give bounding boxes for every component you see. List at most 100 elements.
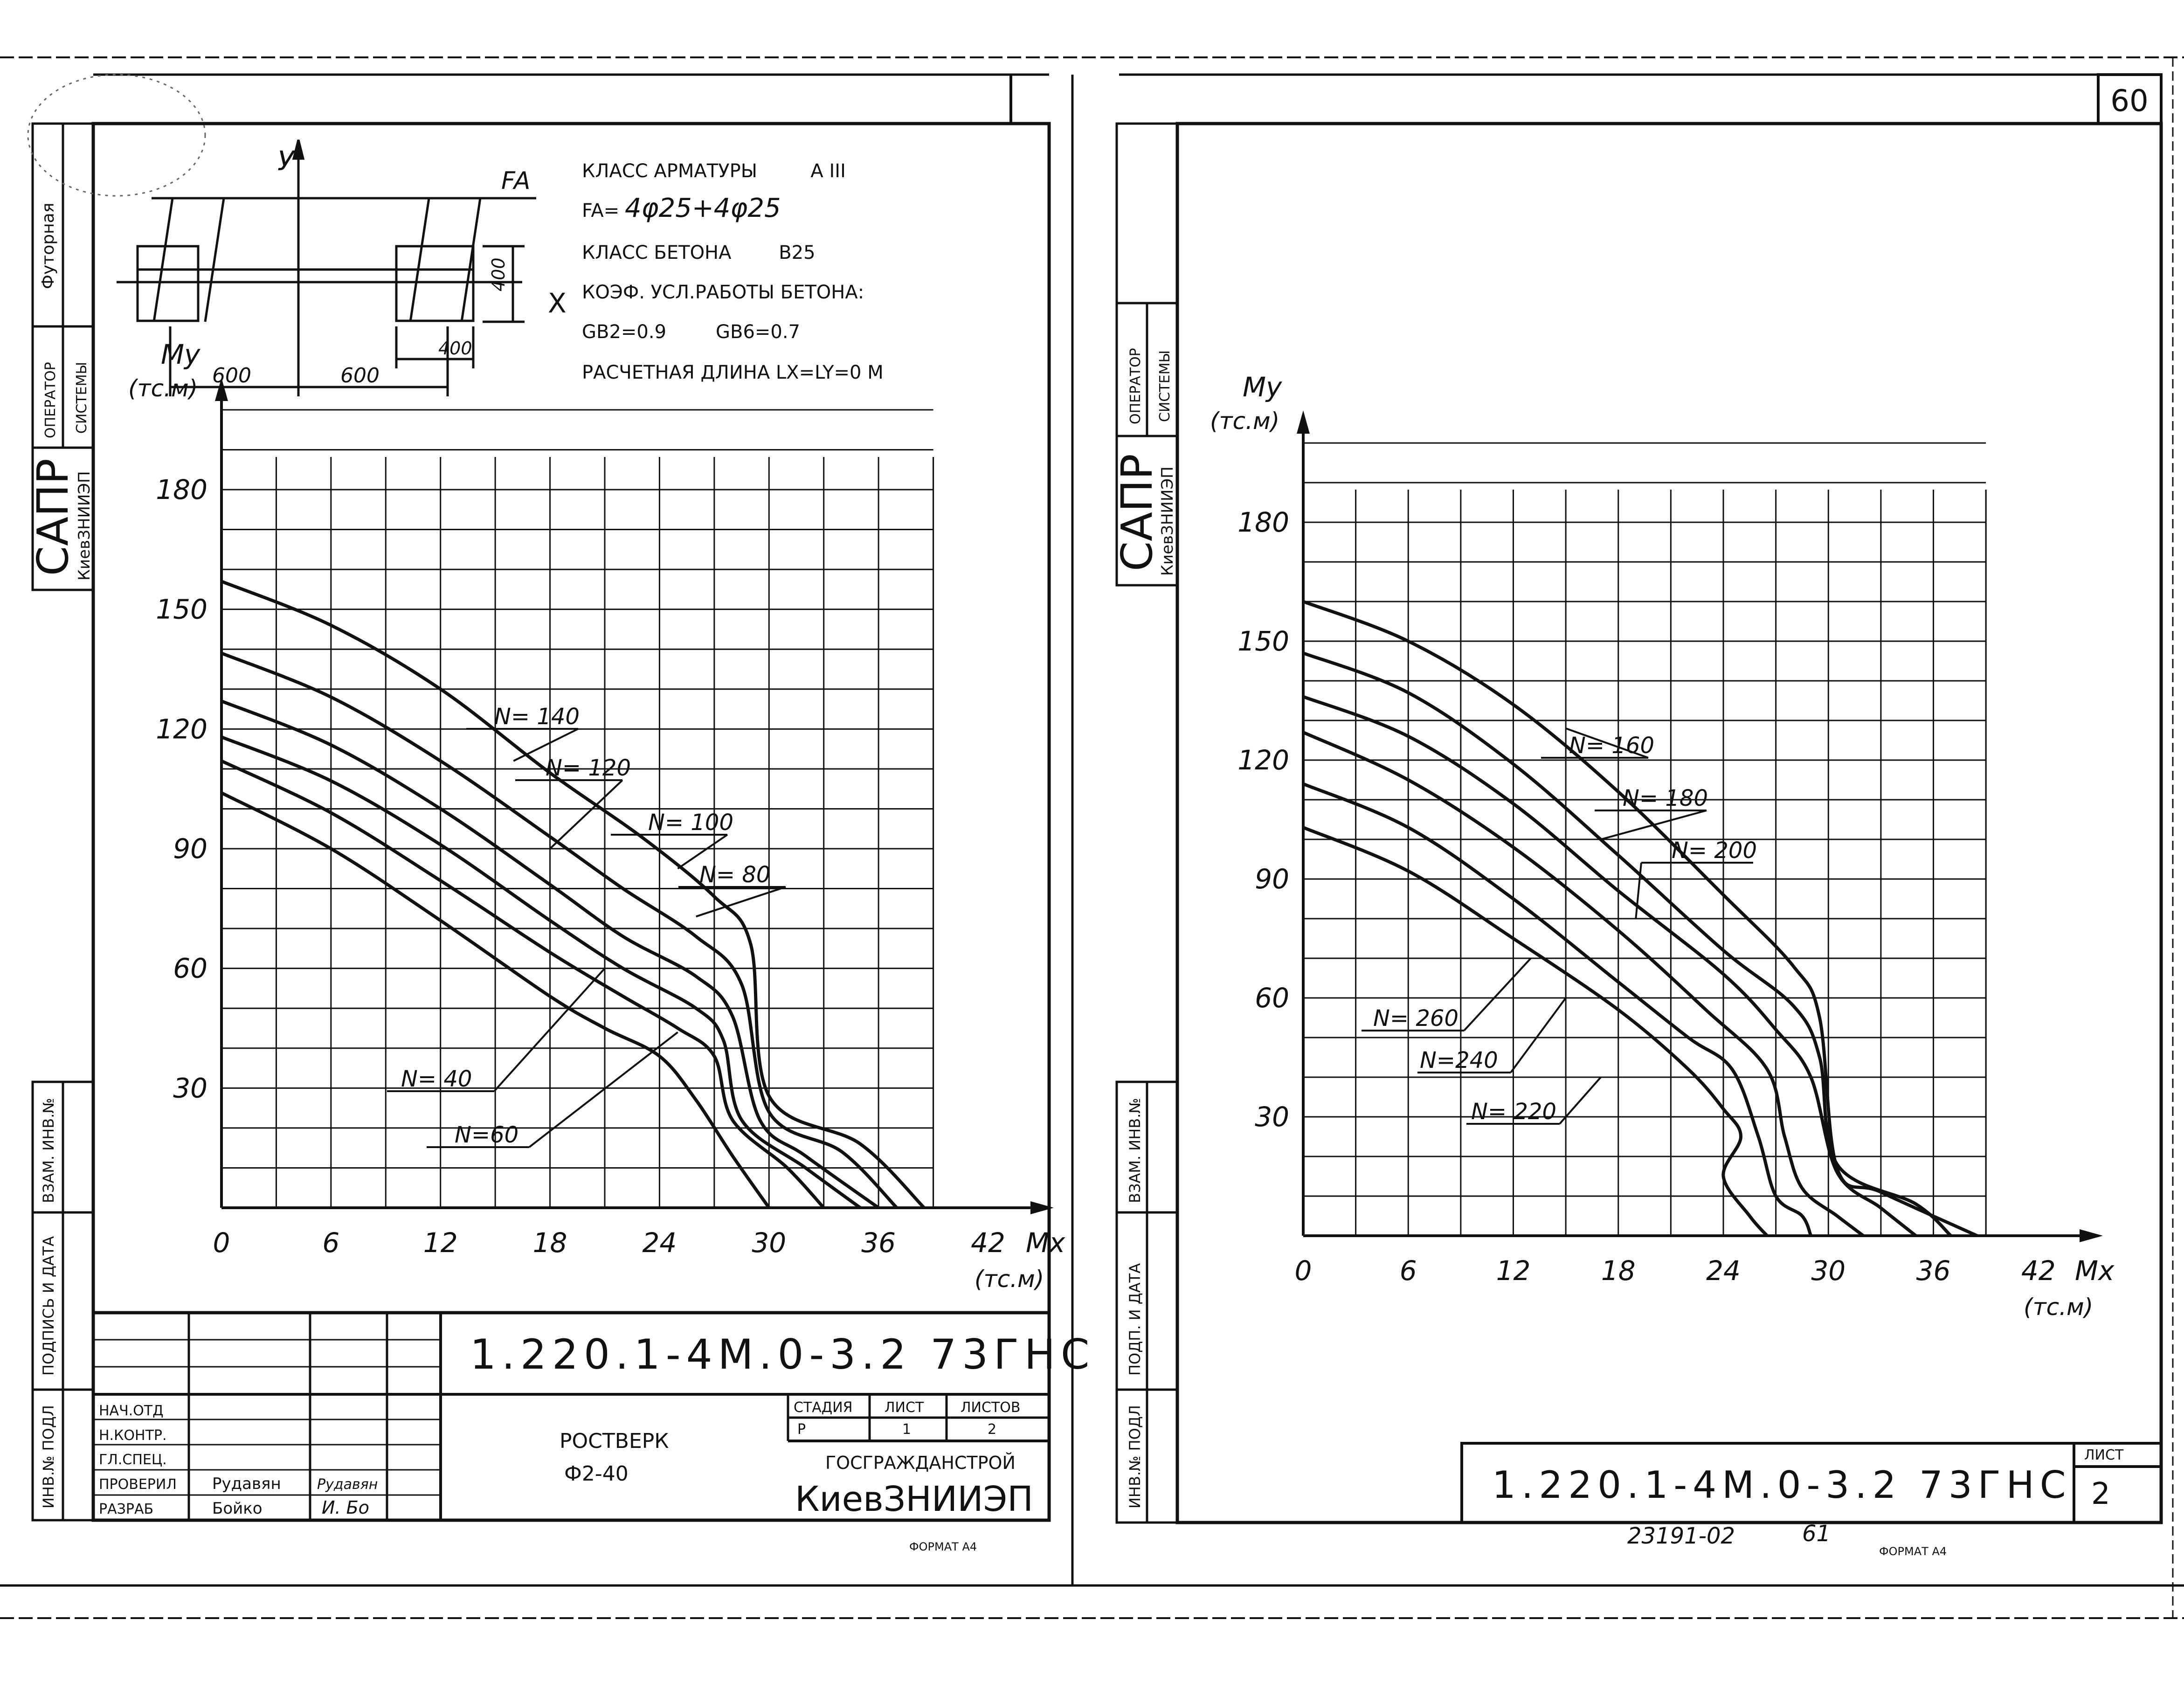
y-tick-label: 180 (156, 474, 207, 505)
y-tick-label: 90 (173, 833, 207, 865)
y-tick-label: 90 (1255, 863, 1289, 895)
x-tick-label: 36 (861, 1227, 896, 1259)
series-line (221, 759, 825, 1209)
x-tick-label: 0 (213, 1227, 230, 1259)
sheet-header: ЛИСТ (885, 1399, 924, 1416)
series-line (221, 651, 898, 1209)
chart-left: 0 6 12 18 24 30 36 42 30 60 90 120 150 180 Мy (тс.м) Мx (… (128, 339, 1065, 1293)
specs-line-5a: GB2=0.9 (582, 321, 666, 343)
x-tick-label: 0 (1295, 1255, 1312, 1287)
object-name-2: Ф2-40 (564, 1462, 629, 1486)
y-tick-label: 150 (1237, 625, 1289, 657)
series-line (1302, 731, 1865, 1237)
chart-grid (1303, 442, 1987, 1236)
stamp-col-replace: ВЗАМ. ИНВ.№ (40, 1098, 57, 1203)
series-label: N=240 (1420, 1047, 1498, 1073)
series-label: N= 160 (1569, 733, 1654, 759)
section-sketch (117, 139, 536, 396)
x-tick-label: 18 (1601, 1255, 1636, 1287)
chart-right: 0 6 12 18 24 30 36 42 30 60 90 120 150 180 Мy (тс.м) Мx (… (1210, 371, 2115, 1321)
role-developed: РАЗРАБ (99, 1501, 153, 1517)
developed-by-name: Бойко (212, 1499, 263, 1518)
y-tick-label: 180 (1237, 506, 1289, 538)
right-sheet-value: 2 (2091, 1477, 2110, 1511)
series-label: N= 200 (1672, 838, 1757, 864)
y-axis-label: Мy (1243, 371, 1282, 403)
x-axis-unit: (тс.м) (2024, 1294, 2093, 1321)
stamp-col-sign: ПОДПИСЬ И ДАТА (40, 1236, 57, 1376)
x-tick-label: 6 (322, 1227, 339, 1259)
x-axis-arrow (2080, 1229, 2103, 1242)
stamp-lining: Футорная (39, 203, 58, 289)
archive-number: 23191-02 (1627, 1523, 1735, 1549)
specs-line-2-prefix: FA= (582, 200, 619, 222)
y-tick-label: 150 (156, 594, 207, 625)
series-leader-line (677, 834, 728, 870)
right-title-block (1460, 1442, 2163, 1524)
series-line (221, 735, 862, 1209)
section-dim-right: 600 (340, 364, 380, 388)
series-line (1302, 782, 1813, 1237)
specs-line-1: КЛАСС АРМАТУРЫ А III (582, 160, 846, 182)
series-line (1302, 651, 1952, 1237)
x-axis-label: Мx (1026, 1227, 1065, 1259)
x-tick-label: 18 (533, 1227, 567, 1259)
series-leader-line (528, 1031, 678, 1148)
x-tick-label: 12 (423, 1227, 458, 1259)
org-line-2: КиевЗНИИЭП (795, 1479, 1033, 1519)
stamp-col-inv: ИНВ.№ ПОДЛ (40, 1405, 57, 1509)
series-leader-line (513, 728, 579, 762)
format-label-left: ФОРМАТ А4 (909, 1540, 977, 1553)
x-tick-label: 42 (2021, 1255, 2056, 1287)
y-axis-label: Мy (161, 339, 200, 370)
x-tick-label: 30 (752, 1227, 786, 1259)
y-tick-label: 30 (1255, 1101, 1289, 1133)
x-axis-unit: (тс.м) (975, 1266, 1044, 1293)
x-tick-label: 12 (1496, 1255, 1531, 1287)
specs-line-6: РАСЧЕТНАЯ ДЛИНА LX=LY=0 M (582, 362, 884, 383)
right-stamp-col-sign: ПОДП. И ДАТА (1126, 1263, 1144, 1376)
role-head: НАЧ.ОТД (99, 1403, 164, 1419)
stamp-operator-2: СИСТЕМЫ (74, 362, 90, 434)
series-leader-line (1600, 810, 1707, 840)
series-line (1302, 695, 1917, 1237)
role-norm: Н.КОНТР. (99, 1427, 167, 1444)
specs-block: КЛАСС АРМАТУРЫ А III FA= 4φ25+4φ25 КЛАСС… (582, 160, 884, 383)
right-stamp-col-replace: ВЗАМ. ИНВ.№ (1126, 1098, 1144, 1203)
y-axis-unit: (тс.м) (128, 375, 198, 402)
series-line (221, 580, 926, 1209)
series-label: N= 120 (546, 755, 631, 781)
sheet-value: 1 (902, 1421, 911, 1438)
series-label: N= 260 (1373, 1005, 1458, 1031)
right-stamp-operator-2: СИСТЕМЫ (1157, 350, 1173, 422)
right-title-code: 1.220.1-4М.0-3.2 73ГНС (1492, 1463, 2072, 1507)
role-chief: ГЛ.СПЕЦ. (99, 1452, 167, 1468)
x-tick-label: 30 (1811, 1255, 1845, 1287)
checked-by-signature: Рудавян (317, 1476, 378, 1493)
section-dim-height: 400 (488, 257, 509, 291)
series-label: N= 40 (401, 1066, 472, 1092)
title-block (91, 1311, 1051, 1522)
series-leader-line (1510, 997, 1567, 1073)
right-stamp-col-inv: ИНВ.№ ПОДЛ (1126, 1405, 1144, 1509)
x-tick-label: 24 (1706, 1255, 1741, 1287)
series-leader-line (549, 779, 623, 850)
stamp-operator-1: ОПЕРАТОР (42, 362, 59, 438)
y-axis-unit: (тс.м) (1210, 408, 1279, 435)
specs-line-5b: GB6=0.7 (716, 321, 800, 343)
section-dim-left: 600 (212, 364, 251, 388)
y-tick-label: 120 (1237, 744, 1289, 776)
x-tick-label: 42 (971, 1227, 1005, 1259)
role-checked: ПРОВЕРИЛ (99, 1476, 177, 1493)
x-tick-label: 6 (1400, 1255, 1417, 1287)
series-label: N= 140 (494, 704, 580, 730)
series-label: N= 100 (648, 810, 733, 836)
y-axis-arrow (215, 378, 228, 401)
right-side-stamp (1115, 122, 1179, 1524)
series-leader-line (493, 968, 606, 1092)
right-stamp-operator-1: ОПЕРАТОР (1127, 348, 1144, 424)
series-line (221, 791, 771, 1209)
series-label: N=60 (455, 1122, 518, 1148)
y-tick-label: 120 (156, 713, 207, 745)
section-x-axis: Х (548, 287, 567, 319)
